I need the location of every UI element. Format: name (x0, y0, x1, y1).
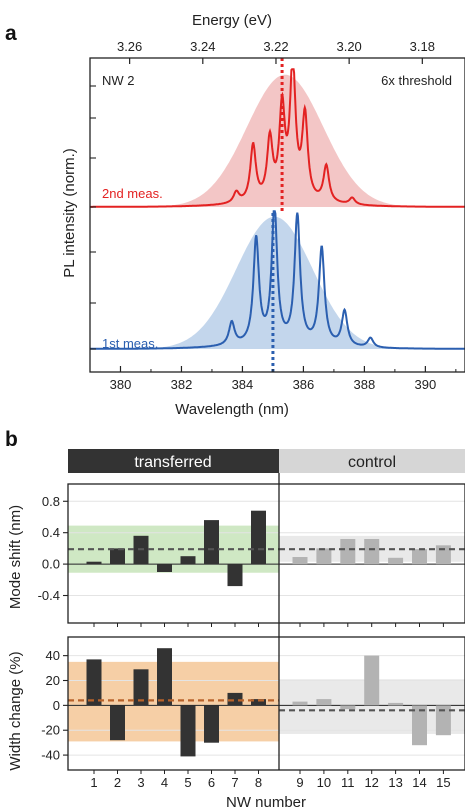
x-tick-label-a: 388 (354, 377, 376, 392)
category-label: 12 (364, 775, 378, 790)
spectrum-line-2nd (90, 68, 465, 208)
panel-b-letter: b (5, 428, 18, 451)
bar (412, 549, 427, 565)
bar (316, 548, 332, 565)
bar (292, 701, 308, 706)
bar (133, 669, 149, 706)
category-label: 6 (208, 775, 215, 790)
group-header-transferred (68, 449, 279, 473)
y-tick-label-b: -0.4 (38, 588, 60, 603)
bar (86, 659, 102, 706)
category-label: 11 (341, 775, 355, 790)
y-tick-label-b: 0.4 (42, 525, 60, 540)
group-label-transferred: transferred (134, 454, 211, 471)
sample-label: NW 2 (102, 73, 135, 88)
bar (412, 705, 427, 746)
y-axis-title-b-bottom: Width change (%) (7, 651, 24, 770)
band-transferred (68, 661, 279, 742)
category-label: 5 (184, 775, 191, 790)
panel-a-plot: 380 382 384 386 388 390 3.26 3.24 3.22 3.20 3.18 (89, 39, 465, 392)
bar (86, 561, 102, 565)
bar (340, 539, 356, 565)
category-label: 10 (317, 775, 331, 790)
top-tick-label: 3.18 (410, 39, 435, 54)
threshold-label: 6x threshold (381, 73, 452, 88)
bar (227, 564, 243, 587)
bar (388, 702, 404, 706)
bar (435, 705, 451, 736)
bar (110, 705, 125, 741)
plot-frame-a (89, 57, 465, 373)
bar (292, 557, 308, 565)
y-tick-label-b: -20 (41, 723, 60, 738)
category-label: 7 (231, 775, 238, 790)
bar (340, 705, 356, 710)
bar (388, 557, 404, 565)
group-header-control (279, 449, 465, 473)
series-label-1st: 1st meas. (102, 336, 158, 351)
bar (316, 699, 332, 706)
spectrum-line-1st (90, 210, 465, 350)
category-label: 2 (114, 775, 121, 790)
bar (157, 564, 172, 572)
bar (180, 556, 196, 565)
category-label: 4 (161, 775, 168, 790)
x-axis-title-b: NW number (226, 794, 306, 811)
y-tick-label-b: -40 (41, 748, 60, 763)
y-tick-label-b: 0 (53, 698, 60, 713)
top-tick-label: 3.26 (117, 39, 142, 54)
top-axis-title: Energy (eV) (192, 12, 272, 29)
bar (180, 705, 196, 757)
bar (157, 648, 172, 706)
y-tick-label-b: 0.8 (42, 494, 60, 509)
category-label: 8 (255, 775, 262, 790)
panel-a-letter: a (5, 22, 17, 45)
x-tick-label-a: 386 (293, 377, 315, 392)
category-label: 14 (412, 775, 426, 790)
bar (364, 539, 380, 565)
y-axis-title-b-top: Mode shift (nm) (7, 505, 24, 609)
x-tick-label-a: 382 (171, 377, 193, 392)
bar (110, 548, 125, 565)
y-tick-label-b: 0.0 (42, 557, 60, 572)
category-label: 13 (388, 775, 402, 790)
series-label-2nd: 2nd meas. (102, 186, 163, 201)
y-tick-label-b: 20 (46, 673, 60, 688)
x-tick-label-a: 380 (110, 377, 132, 392)
category-label: 3 (137, 775, 144, 790)
envelope-fill-2nd (90, 74, 465, 207)
x-axis-title-a: Wavelength (nm) (175, 401, 289, 418)
plot-frame-b (67, 483, 465, 624)
category-label: 15 (436, 775, 450, 790)
bar (251, 699, 266, 706)
group-label-control: control (348, 454, 396, 471)
bar (227, 692, 243, 706)
plot-frame-b (67, 636, 465, 771)
top-tick-label: 3.24 (190, 39, 215, 54)
x-tick-label-a: 390 (415, 377, 437, 392)
bar (251, 510, 266, 565)
bar (204, 705, 219, 743)
y-axis-title-a: PL intensity (norm.) (61, 148, 78, 278)
bar (204, 520, 219, 565)
bar (364, 655, 380, 706)
x-tick-label-a: 384 (232, 377, 254, 392)
top-tick-label: 3.22 (263, 39, 288, 54)
category-label: 1 (90, 775, 97, 790)
category-label: 9 (296, 775, 303, 790)
y-tick-label-b: 40 (46, 648, 60, 663)
top-tick-label: 3.20 (336, 39, 361, 54)
